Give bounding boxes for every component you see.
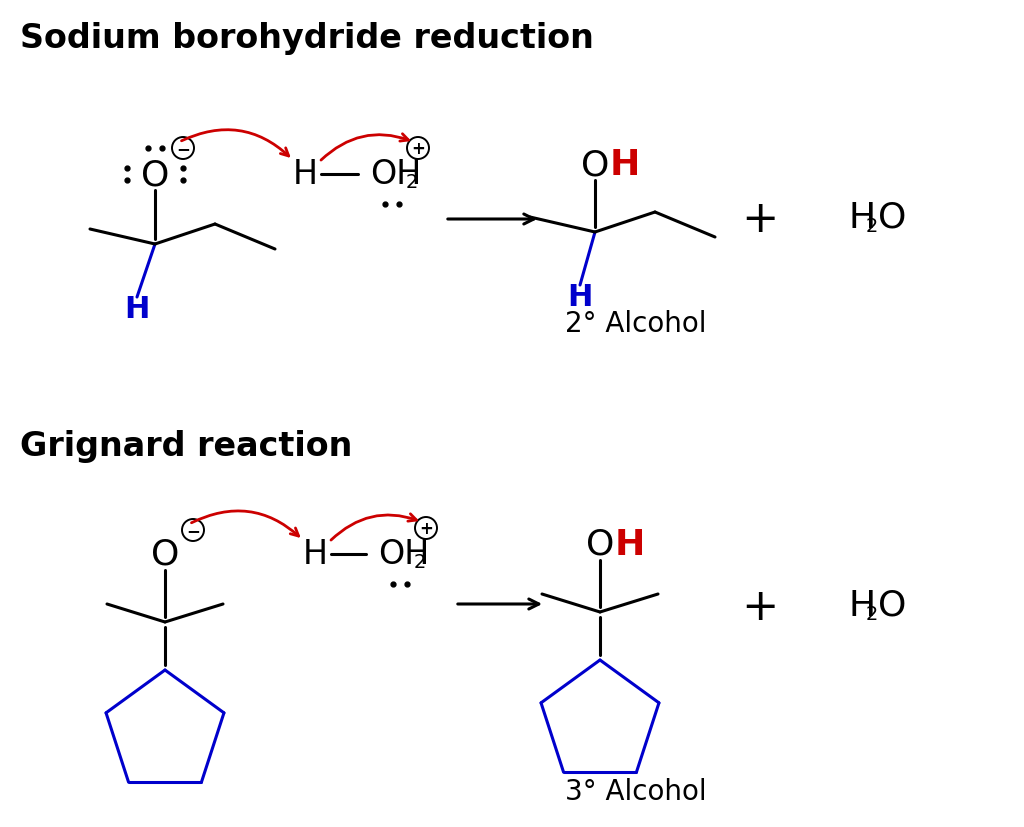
Text: Sodium borohydride reduction: Sodium borohydride reduction: [20, 22, 594, 55]
Text: H: H: [848, 201, 876, 235]
Text: H: H: [614, 528, 645, 562]
Text: 2: 2: [866, 605, 879, 624]
Text: +: +: [419, 519, 433, 538]
Text: −: −: [186, 521, 200, 539]
Text: O: O: [878, 201, 906, 235]
Text: H: H: [567, 283, 593, 312]
Text: 3° Alcohol: 3° Alcohol: [565, 777, 707, 805]
Text: 2: 2: [866, 218, 879, 237]
Text: O: O: [141, 158, 169, 192]
Text: H: H: [124, 295, 150, 324]
Text: OH: OH: [378, 538, 429, 571]
Text: O: O: [581, 148, 609, 182]
Text: +: +: [411, 140, 425, 158]
Text: O: O: [878, 588, 906, 622]
Text: −: −: [176, 140, 189, 158]
Text: O: O: [151, 538, 179, 571]
Text: 2: 2: [406, 174, 418, 192]
Text: H: H: [293, 158, 317, 191]
Text: +: +: [741, 586, 778, 629]
Text: H: H: [610, 148, 640, 182]
Text: H: H: [848, 588, 876, 622]
Text: O: O: [586, 528, 614, 562]
Text: Grignard reaction: Grignard reaction: [20, 429, 352, 462]
Text: OH: OH: [370, 158, 421, 191]
Text: H: H: [302, 538, 328, 571]
Text: 2: 2: [414, 552, 426, 571]
Text: +: +: [741, 198, 778, 241]
Text: 2° Alcohol: 2° Alcohol: [565, 309, 707, 337]
